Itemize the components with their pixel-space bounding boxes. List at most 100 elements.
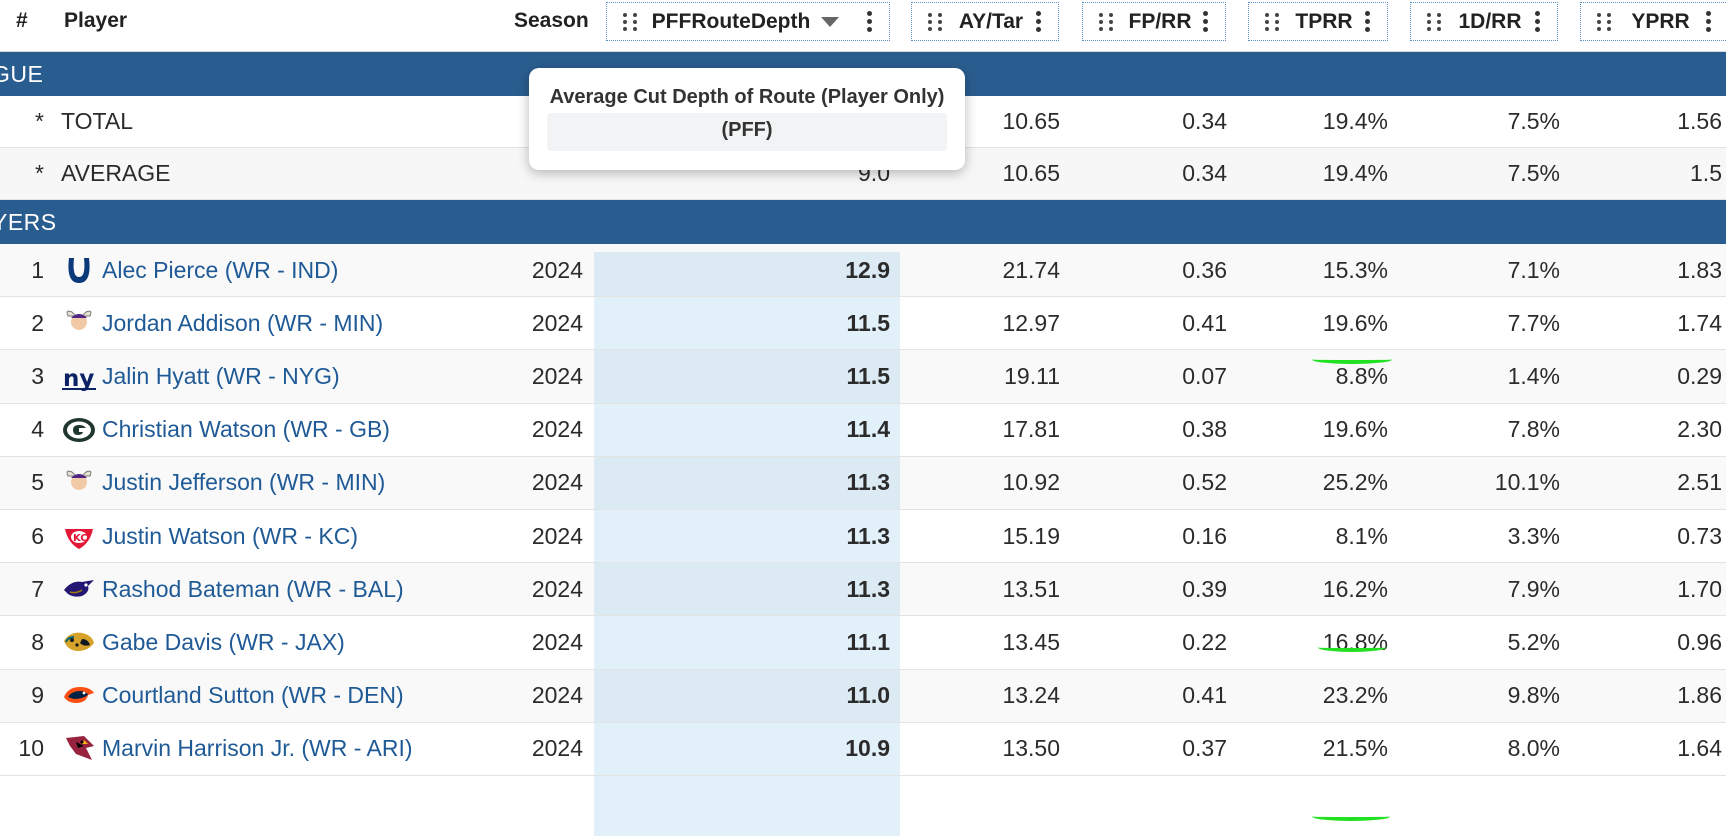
player-name-link[interactable]: Justin Watson (WR - KC): [102, 522, 359, 549]
player-cell: KC Justin Watson (WR - KC): [62, 510, 358, 562]
drag-handle-icon[interactable]: [1425, 11, 1445, 33]
table-row[interactable]: 2 Jordan Addison (WR - MIN) 2024 11.5 12.97 0…: [0, 297, 1726, 351]
table-row[interactable]: 6 KC Justin Watson (WR - KC) 2024 11.3 15.19 0…: [0, 510, 1726, 564]
route-depth-value: 11.1: [846, 628, 891, 655]
player-name-link[interactable]: Alec Pierce (WR - IND): [102, 256, 339, 283]
player-cell: Gabe Davis (WR - JAX): [62, 616, 345, 668]
ay-tar-value: 19.11: [1004, 362, 1060, 389]
player-name-link[interactable]: Jordan Addison (WR - MIN): [102, 309, 384, 336]
player-cell: Courtland Sutton (WR - DEN): [62, 670, 404, 722]
season-cell: 2024: [531, 469, 583, 496]
column-menu-icon[interactable]: [1203, 10, 1209, 33]
first-down-rr-value: 7.8%: [1507, 416, 1560, 443]
column-menu-icon[interactable]: [1706, 10, 1712, 33]
fp-rr-value: 0.36: [1182, 256, 1227, 283]
first-down-rr-value: 10.1%: [1494, 469, 1560, 496]
summary-row[interactable]: * AVERAGE 9.0 10.65 0.34 19.4% 7.5% 1.5: [0, 148, 1726, 200]
cardinals-icon: [62, 732, 96, 766]
season-cell: 2024: [531, 735, 583, 762]
tprr-value: 25.2%: [1322, 469, 1388, 496]
player-cell: Alec Pierce (WR - IND): [62, 244, 338, 296]
drag-handle-icon[interactable]: [1595, 11, 1615, 33]
ay-tar-value: 13.24: [1002, 682, 1060, 709]
yprr-value: 0.73: [1677, 522, 1722, 549]
header-aytar[interactable]: AY/Tar: [911, 2, 1059, 41]
column-menu-icon[interactable]: [1365, 10, 1371, 33]
yprr-value: 0.96: [1677, 628, 1722, 655]
table-row[interactable]: 9 Courtland Sutton (WR - DEN) 2024 11.0 13.2…: [0, 670, 1726, 723]
rank-cell: 9: [31, 682, 44, 709]
drag-handle-icon[interactable]: [1097, 11, 1117, 33]
table-row[interactable]: 10 Marvin Harrison Jr. (WR - ARI) 2024 10.9…: [0, 723, 1726, 776]
vikings-icon: [62, 466, 96, 500]
column-tooltip: Average Cut Depth of Route (Player Only)…: [529, 68, 965, 170]
column-menu-icon[interactable]: [867, 10, 873, 33]
player-cell: Christian Watson (WR - GB): [62, 404, 390, 456]
rank-cell: 6: [31, 522, 44, 549]
fp-rr-value: 0.22: [1182, 628, 1227, 655]
ay-tar-value: 10.65: [1002, 108, 1060, 134]
player-name-link[interactable]: Justin Jefferson (WR - MIN): [102, 469, 386, 496]
header-fprr[interactable]: FP/RR: [1082, 2, 1226, 41]
colts-horseshoe-icon: [62, 253, 96, 287]
yprr-value: 2.51: [1677, 469, 1722, 496]
player-name-link[interactable]: Jalin Hyatt (WR - NYG): [102, 362, 340, 389]
tprr-value: 21.5%: [1322, 735, 1388, 762]
tprr-value: 19.4%: [1322, 160, 1388, 186]
rank-cell: 10: [18, 735, 44, 762]
ravens-icon: [62, 572, 96, 606]
table-row[interactable]: 4 Christian Watson (WR - GB) 2024 11.4 17.81…: [0, 404, 1726, 457]
summary-label: TOTAL: [61, 108, 133, 134]
drag-handle-icon[interactable]: [621, 11, 641, 33]
annotation-underline: [1312, 355, 1392, 364]
season-cell: 2024: [531, 362, 583, 389]
table-row[interactable]: 7 Rashod Bateman (WR - BAL) 2024 11.3 13.51 0…: [0, 563, 1726, 617]
player-cell: Jordan Addison (WR - MIN): [62, 297, 383, 349]
player-cell: Marvin Harrison Jr. (WR - ARI): [62, 723, 413, 775]
sort-desc-icon[interactable]: [821, 16, 839, 27]
ay-tar-value: 10.65: [1002, 160, 1060, 186]
player-name-link[interactable]: Rashod Bateman (WR - BAL): [102, 575, 404, 602]
player-name-link[interactable]: Gabe Davis (WR - JAX): [102, 628, 345, 655]
first-down-rr-value: 7.7%: [1507, 309, 1560, 336]
tprr-value: 19.6%: [1322, 309, 1388, 336]
table-row[interactable]: 5 Justin Jefferson (WR - MIN) 2024 11.3 10.9…: [0, 457, 1726, 510]
header-tprr[interactable]: TPRR: [1248, 2, 1388, 41]
table-row[interactable]: 1 Alec Pierce (WR - IND) 2024 12.9 21.74 0.36…: [0, 244, 1726, 298]
sorted-column-highlight: [594, 252, 900, 836]
ay-tar-value: 12.97: [1002, 309, 1060, 336]
header-season[interactable]: Season: [514, 9, 589, 32]
header-1drr[interactable]: 1D/RR: [1410, 2, 1558, 41]
first-down-rr-value: 5.2%: [1507, 628, 1560, 655]
first-down-rr-value: 7.5%: [1507, 160, 1560, 186]
route-depth-value: 11.4: [846, 416, 891, 443]
table-row[interactable]: 3 ny Jalin Hyatt (WR - NYG) 2024 11.5 19.11 0.…: [0, 350, 1726, 404]
route-depth-value: 11.3: [846, 575, 891, 602]
svg-text:KC: KC: [73, 533, 88, 544]
player-name-link[interactable]: Christian Watson (WR - GB): [102, 416, 390, 443]
fp-rr-value: 0.07: [1182, 362, 1227, 389]
header-yprr[interactable]: YPRR: [1580, 2, 1726, 41]
tprr-value: 19.4%: [1322, 108, 1388, 134]
route-depth-value: 11.3: [846, 469, 891, 496]
header-rank[interactable]: #: [16, 9, 28, 32]
header-player[interactable]: Player: [64, 9, 128, 32]
player-name-link[interactable]: Marvin Harrison Jr. (WR - ARI): [102, 735, 413, 762]
rank-cell: 8: [31, 628, 44, 655]
rank-cell: 3: [31, 362, 44, 389]
route-depth-value: 12.9: [845, 256, 890, 283]
first-down-rr-value: 7.5%: [1507, 108, 1560, 134]
ay-tar-value: 13.45: [1002, 628, 1060, 655]
drag-handle-icon[interactable]: [1263, 11, 1283, 33]
table-row[interactable]: 8 Gabe Davis (WR - JAX) 2024 11.1 13.45 0.22 1…: [0, 616, 1726, 670]
fp-rr-value: 0.38: [1182, 416, 1227, 443]
rank-cell: 4: [31, 416, 44, 443]
column-menu-icon[interactable]: [1535, 10, 1541, 33]
group-band-label: GUE: [0, 61, 44, 87]
drag-handle-icon[interactable]: [926, 11, 946, 33]
tprr-value: 16.2%: [1322, 575, 1388, 602]
column-menu-icon[interactable]: [1036, 10, 1042, 33]
fp-rr-value: 0.52: [1182, 469, 1227, 496]
header-pffroutedepth[interactable]: PFFRouteDepth: [606, 2, 890, 41]
player-name-link[interactable]: Courtland Sutton (WR - DEN): [102, 682, 404, 709]
